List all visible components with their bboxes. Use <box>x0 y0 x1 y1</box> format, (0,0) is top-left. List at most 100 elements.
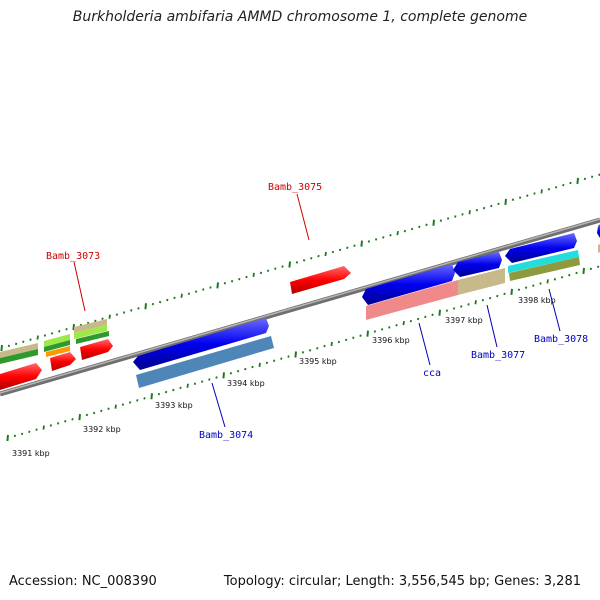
scale-tick <box>539 282 542 285</box>
scale-tick <box>114 404 117 409</box>
gene-arrow-red[interactable] <box>0 363 42 390</box>
scale-tick <box>65 327 68 331</box>
scale-tick <box>562 183 565 187</box>
scale-tick <box>216 282 219 289</box>
scale-tick <box>518 196 522 199</box>
feature-group-left[interactable] <box>0 343 42 390</box>
scale-tick <box>510 288 513 295</box>
feature-cyan-bamb-3078[interactable] <box>508 250 579 273</box>
scale-tick <box>590 175 594 179</box>
feature-green[interactable] <box>76 331 109 344</box>
scale-label-3391: 3391 kbp <box>12 449 50 458</box>
scale-tick <box>497 202 500 206</box>
gene-label-cca[interactable]: cca <box>423 368 441 379</box>
scale-tick <box>360 240 363 247</box>
gene-arrow-blue-edge[interactable] <box>597 224 600 238</box>
scale-tick <box>36 335 39 340</box>
scale-label-3396: 3396 kbp <box>372 336 410 345</box>
scale-tick <box>308 349 312 352</box>
scale-tick <box>193 382 197 385</box>
scale-tick <box>481 298 485 302</box>
scale-tick <box>238 277 241 281</box>
scale-tick <box>29 338 32 341</box>
feature-group-small-1[interactable] <box>44 334 76 371</box>
scale-tick <box>158 300 162 304</box>
scale-tick <box>576 177 579 185</box>
scale-tick <box>359 334 362 337</box>
scale-label-3394: 3394 kbp <box>227 379 265 388</box>
scale-tick <box>85 413 89 417</box>
scale-tick <box>338 248 342 252</box>
scale-tick <box>396 231 399 236</box>
scale-tick <box>179 386 182 390</box>
genome-summary-text: Topology: circular; Length: 3,556,545 bp… <box>223 574 581 589</box>
scale-tick <box>143 397 146 400</box>
gene-label-bamb-3075[interactable]: Bamb_3075 <box>268 182 322 193</box>
scale-tick <box>596 265 600 269</box>
gene-arrow-bamb-3074[interactable] <box>133 318 269 370</box>
scale-tick <box>50 332 54 335</box>
gene-arrow-red[interactable] <box>50 352 76 371</box>
gene-arrow-cca[interactable] <box>362 264 455 305</box>
scale-tick <box>568 273 571 277</box>
scale-tick <box>222 372 225 379</box>
gene-label-bamb-3073[interactable]: Bamb_3073 <box>46 251 100 262</box>
feature-lime[interactable] <box>44 334 70 347</box>
scale-tick <box>186 383 189 388</box>
scale-tick <box>288 261 291 268</box>
feature-salmon-cca[interactable] <box>366 280 458 320</box>
scale-tick <box>56 422 60 425</box>
forward-scale-ticks <box>0 173 600 352</box>
scale-tick <box>475 208 479 212</box>
gene-label-bamb-3074[interactable]: Bamb_3074 <box>199 430 253 441</box>
gene-arrow-bamb-3075[interactable] <box>290 266 351 294</box>
scale-tick <box>337 340 341 344</box>
scale-tick <box>64 420 67 423</box>
gene-label-bamb-3078[interactable]: Bamb_3078 <box>534 334 588 345</box>
scale-tick <box>251 365 254 369</box>
scale-tick <box>468 210 471 215</box>
gene-arrow-bamb-3078[interactable] <box>505 233 577 263</box>
scale-tick <box>281 265 284 268</box>
feature-tan[interactable] <box>0 343 38 358</box>
scale-tick <box>582 267 585 275</box>
scale-label-3393: 3393 kbp <box>155 401 193 410</box>
scale-tick <box>301 351 305 354</box>
scale-tick <box>71 417 74 421</box>
scale-tick <box>22 340 25 343</box>
feature-green[interactable] <box>0 349 38 364</box>
gene-arrow-red[interactable] <box>80 339 113 360</box>
scale-tick <box>194 290 198 293</box>
feature-green[interactable] <box>44 340 70 352</box>
scale-tick <box>100 409 103 413</box>
scale-tick <box>107 407 110 411</box>
gene-label-bamb-3077[interactable]: Bamb_3077 <box>471 350 525 361</box>
scale-tick <box>517 288 521 292</box>
scale-tick <box>432 219 435 226</box>
feature-orange[interactable] <box>46 346 70 357</box>
feature-tan-bamb-3077[interactable] <box>458 268 505 295</box>
scale-tick <box>445 309 449 312</box>
gene-arrow-bamb-3077[interactable] <box>453 252 502 277</box>
scale-tick <box>180 293 183 298</box>
scale-tick <box>425 223 428 227</box>
scale-tick <box>380 328 384 331</box>
scale-tick <box>209 286 212 289</box>
scale-tick <box>0 344 3 352</box>
scale-tick <box>467 303 470 306</box>
scale-tick <box>151 302 155 306</box>
feature-steelblue-bamb-3074[interactable] <box>136 336 274 388</box>
feature-group-small-2[interactable] <box>74 319 113 360</box>
scale-tick <box>438 309 441 316</box>
scale-tick <box>569 181 572 185</box>
scale-tick <box>352 336 355 340</box>
feature-lime[interactable] <box>74 325 107 339</box>
scale-tick <box>330 341 333 347</box>
reverse-scale-ticks <box>6 265 600 442</box>
feature-olive-bamb-3078[interactable] <box>509 257 580 281</box>
scale-tick <box>128 401 132 404</box>
scale-tick <box>121 403 125 406</box>
scale-tick <box>173 296 176 300</box>
feature-tan[interactable] <box>74 319 107 333</box>
